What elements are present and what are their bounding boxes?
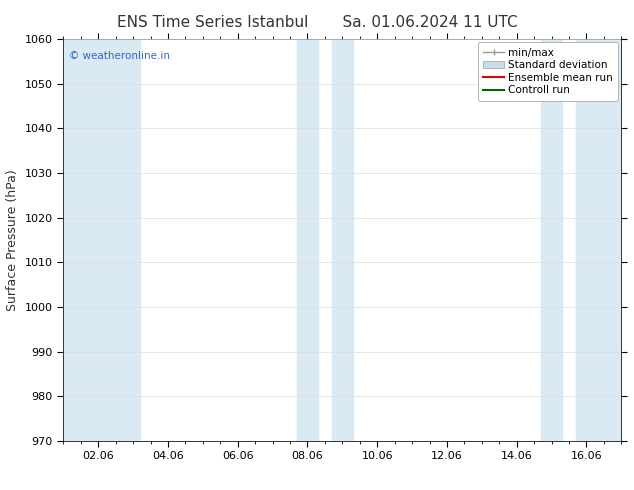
Bar bbox=[63, 39, 126, 441]
Bar bbox=[576, 39, 621, 441]
Bar bbox=[126, 39, 140, 441]
Text: © weatheronline.in: © weatheronline.in bbox=[69, 51, 170, 61]
Legend: min/max, Standard deviation, Ensemble mean run, Controll run: min/max, Standard deviation, Ensemble me… bbox=[478, 42, 618, 100]
Bar bbox=[297, 39, 318, 441]
Y-axis label: Surface Pressure (hPa): Surface Pressure (hPa) bbox=[6, 169, 19, 311]
Bar bbox=[332, 39, 353, 441]
Bar bbox=[541, 39, 562, 441]
Text: ENS Time Series Istanbul       Sa. 01.06.2024 11 UTC: ENS Time Series Istanbul Sa. 01.06.2024 … bbox=[117, 15, 517, 30]
